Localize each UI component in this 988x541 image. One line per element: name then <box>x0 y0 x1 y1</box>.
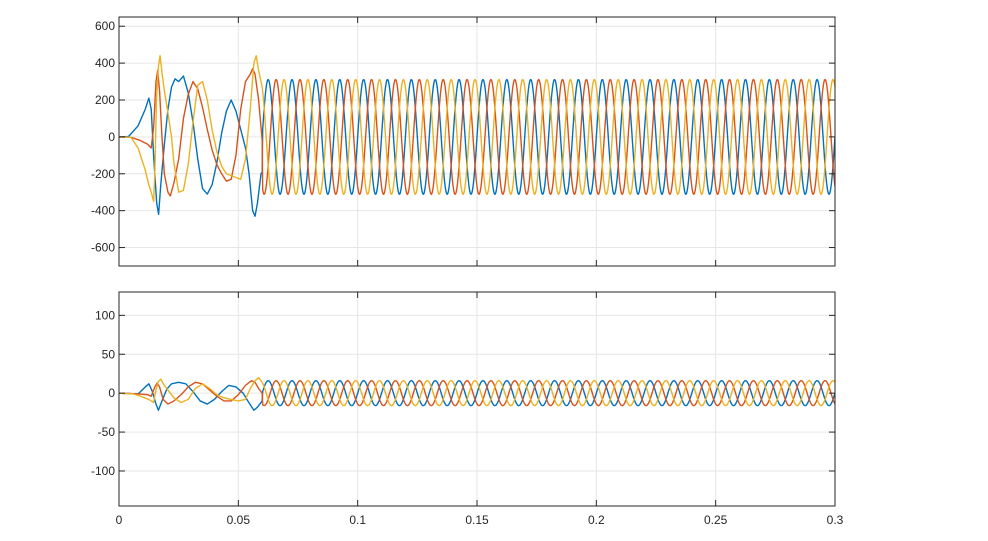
voltage-y-tick-label: -200 <box>91 167 115 181</box>
current-y-tick-label: -50 <box>98 425 116 439</box>
current-y-tick-label: 100 <box>95 308 115 322</box>
voltage-y-tick-label: 0 <box>108 130 115 144</box>
current-y-tick-label: 50 <box>102 347 116 361</box>
current-y-tick-label: 0 <box>108 386 115 400</box>
current-series-line-3 <box>119 376 835 407</box>
voltage-series-line-2 <box>119 67 835 197</box>
current-axes: 0 0.05 0.1 0.15 0.2 0.25 0.3 100 50 0 -50 -100 <box>91 291 844 527</box>
current-x-tick-label: 0 <box>116 513 123 527</box>
voltage-series-line-3 <box>119 55 835 203</box>
current-x-tick-label: 0.3 <box>827 513 844 527</box>
voltage-axes: 600 400 200 0 -200 -400 -600 <box>91 16 836 267</box>
voltage-y-tick-label: 600 <box>95 19 115 33</box>
current-y-tick-label: -100 <box>91 464 115 478</box>
current-x-tick-label: 0.15 <box>465 513 489 527</box>
current-series-line-2 <box>119 380 835 407</box>
current-x-tick-label: 0.2 <box>588 513 605 527</box>
voltage-series-line-1 <box>119 75 835 217</box>
voltage-y-tick-label: -400 <box>91 204 115 218</box>
current-x-tick-label: 0.1 <box>349 513 366 527</box>
voltage-y-tick-label: -600 <box>91 241 115 255</box>
current-x-tick-label: 0.05 <box>227 513 251 527</box>
voltage-y-tick-label: 200 <box>95 93 115 107</box>
voltage-y-tick-label: 400 <box>95 56 115 70</box>
current-x-tick-label: 0.25 <box>704 513 728 527</box>
